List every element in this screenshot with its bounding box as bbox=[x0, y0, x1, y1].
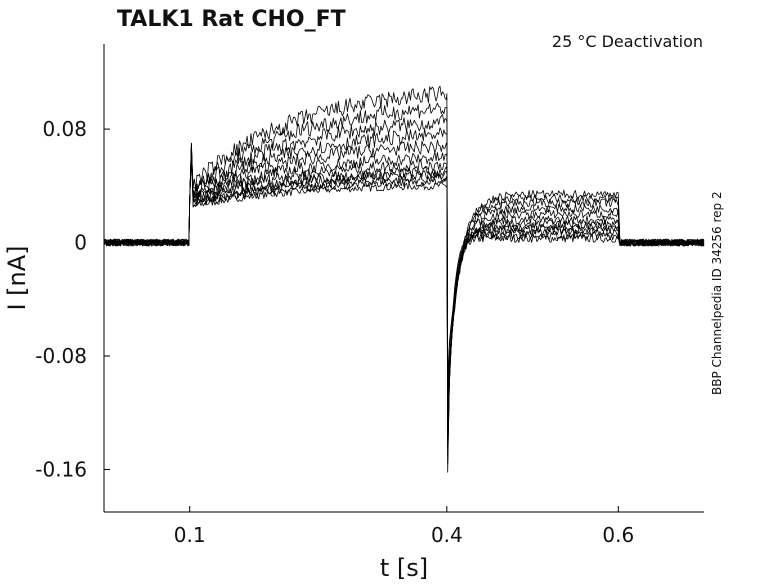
y-tick-label: 0.08 bbox=[42, 117, 87, 141]
x-tick-label: 0.1 bbox=[174, 523, 206, 547]
traces-group bbox=[103, 85, 705, 473]
current-trace bbox=[103, 127, 705, 405]
x-tick-label: 0.4 bbox=[431, 523, 463, 547]
current-trace bbox=[103, 147, 705, 431]
chart-title: TALK1 Rat CHO_FT bbox=[117, 7, 346, 32]
current-trace bbox=[103, 139, 705, 414]
channelpedia-id-label: BBP Channelpedia ID 34256 rep 2 bbox=[710, 191, 724, 395]
y-tick-label: -0.16 bbox=[35, 457, 87, 481]
current-trace bbox=[103, 142, 705, 473]
current-trace bbox=[103, 151, 705, 422]
current-trace bbox=[103, 114, 705, 397]
x-tick-label: 0.6 bbox=[602, 523, 634, 547]
y-axis-label: I [nA] bbox=[3, 245, 31, 310]
y-tick-label: 0 bbox=[74, 231, 87, 255]
condition-annotation: 25 °C Deactivation bbox=[552, 32, 703, 51]
axes-group: 0.1 0.4 0.6 0.08 0 -0.08 -0.16 bbox=[35, 44, 704, 547]
current-trace bbox=[103, 102, 705, 388]
y-tick-label: -0.08 bbox=[35, 344, 87, 368]
x-axis-label: t [s] bbox=[380, 554, 428, 582]
current-trace bbox=[103, 147, 705, 465]
current-trace bbox=[103, 85, 705, 380]
